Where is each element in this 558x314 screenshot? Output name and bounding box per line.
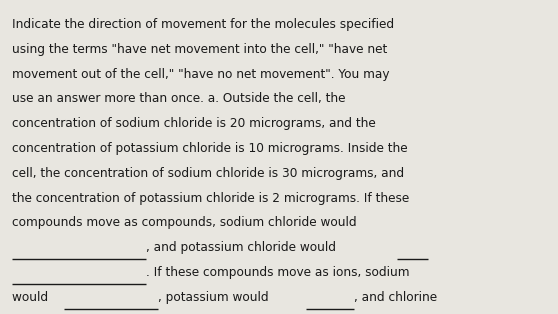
Text: concentration of sodium chloride is 20 micrograms, and the: concentration of sodium chloride is 20 m… <box>12 117 376 130</box>
Text: cell, the concentration of sodium chloride is 30 micrograms, and: cell, the concentration of sodium chlori… <box>12 167 404 180</box>
Text: movement out of the cell," "have no net movement". You may: movement out of the cell," "have no net … <box>12 68 389 81</box>
Text: _________________: _________________ <box>12 241 116 254</box>
Text: using the terms "have net movement into the cell," "have net: using the terms "have net movement into … <box>12 43 387 56</box>
Text: . If these compounds move as ions, sodium: . If these compounds move as ions, sodiu… <box>146 266 410 279</box>
Text: ______: ______ <box>306 291 343 304</box>
Text: Indicate the direction of movement for the molecules specified: Indicate the direction of movement for t… <box>12 18 394 31</box>
Text: , and chlorine: , and chlorine <box>354 291 437 304</box>
Text: ____: ____ <box>397 241 421 254</box>
Text: compounds move as compounds, sodium chloride would: compounds move as compounds, sodium chlo… <box>12 216 357 230</box>
Text: use an answer more than once. a. Outside the cell, the: use an answer more than once. a. Outside… <box>12 92 345 106</box>
Text: the concentration of potassium chloride is 2 micrograms. If these: the concentration of potassium chloride … <box>12 192 409 205</box>
Text: , potassium would: , potassium would <box>158 291 273 304</box>
Text: ____________: ____________ <box>64 291 137 304</box>
Text: would: would <box>12 291 52 304</box>
Text: _________________: _________________ <box>12 266 116 279</box>
Text: concentration of potassium chloride is 10 micrograms. Inside the: concentration of potassium chloride is 1… <box>12 142 408 155</box>
Text: , and potassium chloride would: , and potassium chloride would <box>146 241 340 254</box>
